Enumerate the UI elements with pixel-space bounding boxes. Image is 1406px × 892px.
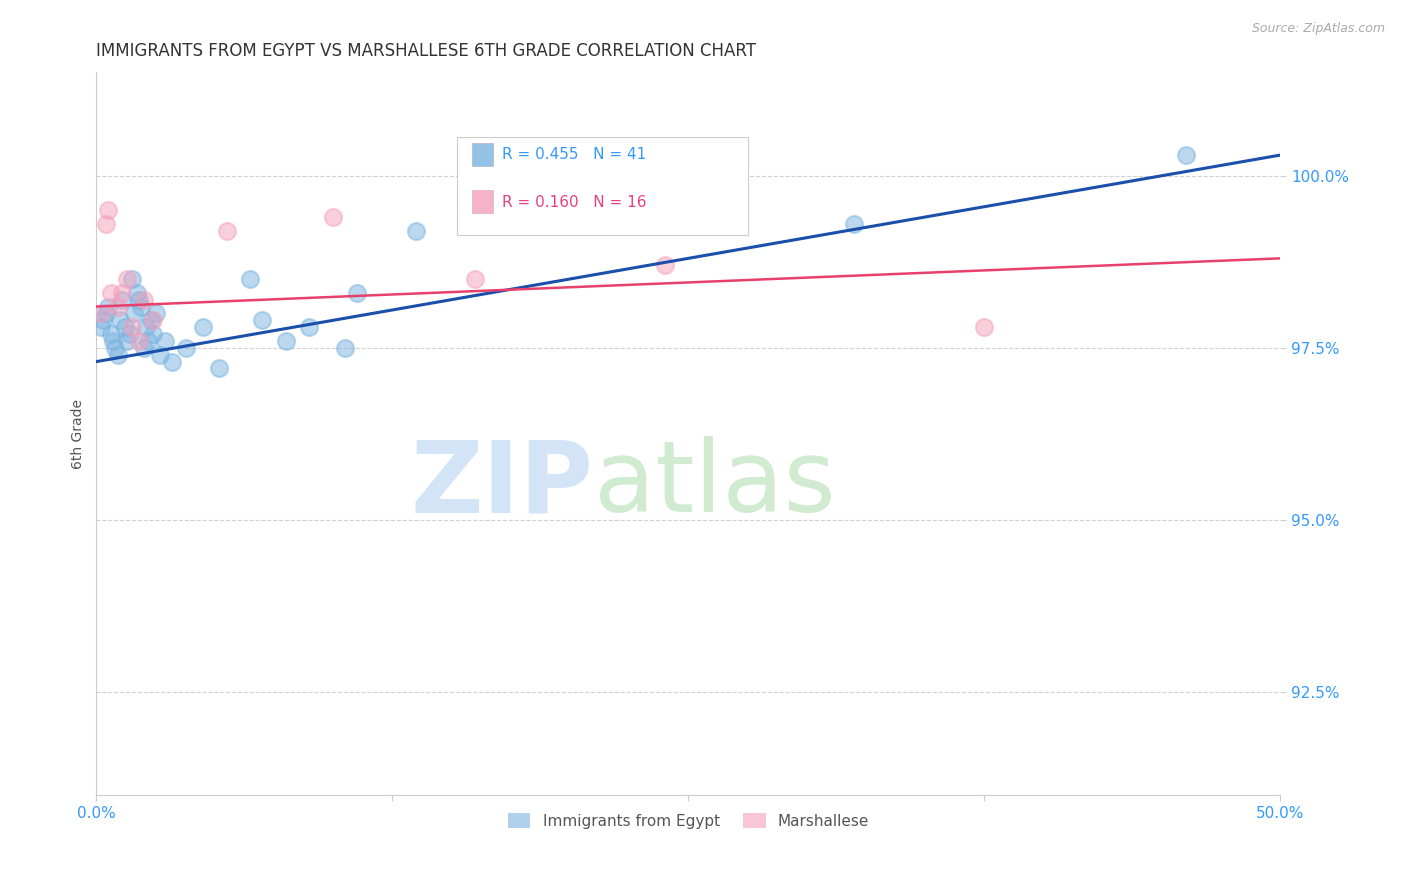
- Point: [654, 258, 676, 272]
- Text: Source: ZipAtlas.com: Source: ZipAtlas.com: [1251, 22, 1385, 36]
- Text: ZIP: ZIP: [411, 436, 593, 533]
- Point: [114, 320, 136, 334]
- Point: [464, 203, 486, 218]
- Point: [208, 361, 231, 376]
- Point: [128, 334, 150, 348]
- Legend: Immigrants from Egypt, Marshallese: Immigrants from Egypt, Marshallese: [502, 806, 876, 835]
- Point: [132, 341, 155, 355]
- Point: [121, 272, 143, 286]
- Point: [107, 348, 129, 362]
- Point: [239, 272, 262, 286]
- Point: [121, 320, 143, 334]
- Point: [131, 300, 153, 314]
- Text: R = 0.160   N = 16: R = 0.160 N = 16: [502, 195, 647, 210]
- Point: [298, 320, 321, 334]
- Point: [160, 354, 183, 368]
- Point: [93, 313, 115, 327]
- Point: [111, 285, 134, 300]
- Point: [215, 224, 238, 238]
- Text: IMMIGRANTS FROM EGYPT VS MARSHALLESE 6TH GRADE CORRELATION CHART: IMMIGRANTS FROM EGYPT VS MARSHALLESE 6TH…: [97, 42, 756, 60]
- Point: [842, 217, 865, 231]
- Point: [90, 306, 112, 320]
- Point: [274, 334, 297, 348]
- Point: [115, 334, 138, 348]
- Point: [191, 320, 214, 334]
- Point: [322, 210, 344, 224]
- Point: [118, 327, 141, 342]
- Point: [100, 327, 122, 342]
- Point: [115, 272, 138, 286]
- FancyBboxPatch shape: [457, 137, 748, 235]
- Point: [97, 203, 120, 218]
- Point: [108, 313, 131, 327]
- Point: [145, 306, 167, 320]
- Point: [122, 306, 145, 320]
- Point: [101, 334, 124, 348]
- Text: R = 0.455   N = 41: R = 0.455 N = 41: [502, 146, 647, 161]
- Point: [464, 272, 486, 286]
- Point: [139, 313, 162, 327]
- Point: [104, 341, 127, 355]
- Point: [97, 300, 120, 314]
- FancyBboxPatch shape: [471, 144, 494, 167]
- Point: [176, 341, 198, 355]
- Point: [250, 313, 273, 327]
- Point: [333, 341, 356, 355]
- FancyBboxPatch shape: [471, 190, 494, 213]
- Point: [138, 334, 160, 348]
- Point: [142, 313, 165, 327]
- Point: [100, 285, 122, 300]
- Point: [973, 320, 995, 334]
- Text: atlas: atlas: [593, 436, 835, 533]
- Point: [107, 300, 129, 314]
- Y-axis label: 6th Grade: 6th Grade: [72, 399, 86, 469]
- Point: [128, 293, 150, 307]
- Point: [135, 320, 157, 334]
- Point: [571, 182, 593, 196]
- Point: [94, 306, 117, 320]
- Point: [125, 285, 148, 300]
- Point: [149, 348, 172, 362]
- Point: [1174, 148, 1197, 162]
- Point: [90, 320, 112, 334]
- Point: [132, 293, 155, 307]
- Point: [94, 217, 117, 231]
- Point: [142, 327, 165, 342]
- Point: [346, 285, 368, 300]
- Point: [111, 293, 134, 307]
- Point: [405, 224, 427, 238]
- Point: [153, 334, 176, 348]
